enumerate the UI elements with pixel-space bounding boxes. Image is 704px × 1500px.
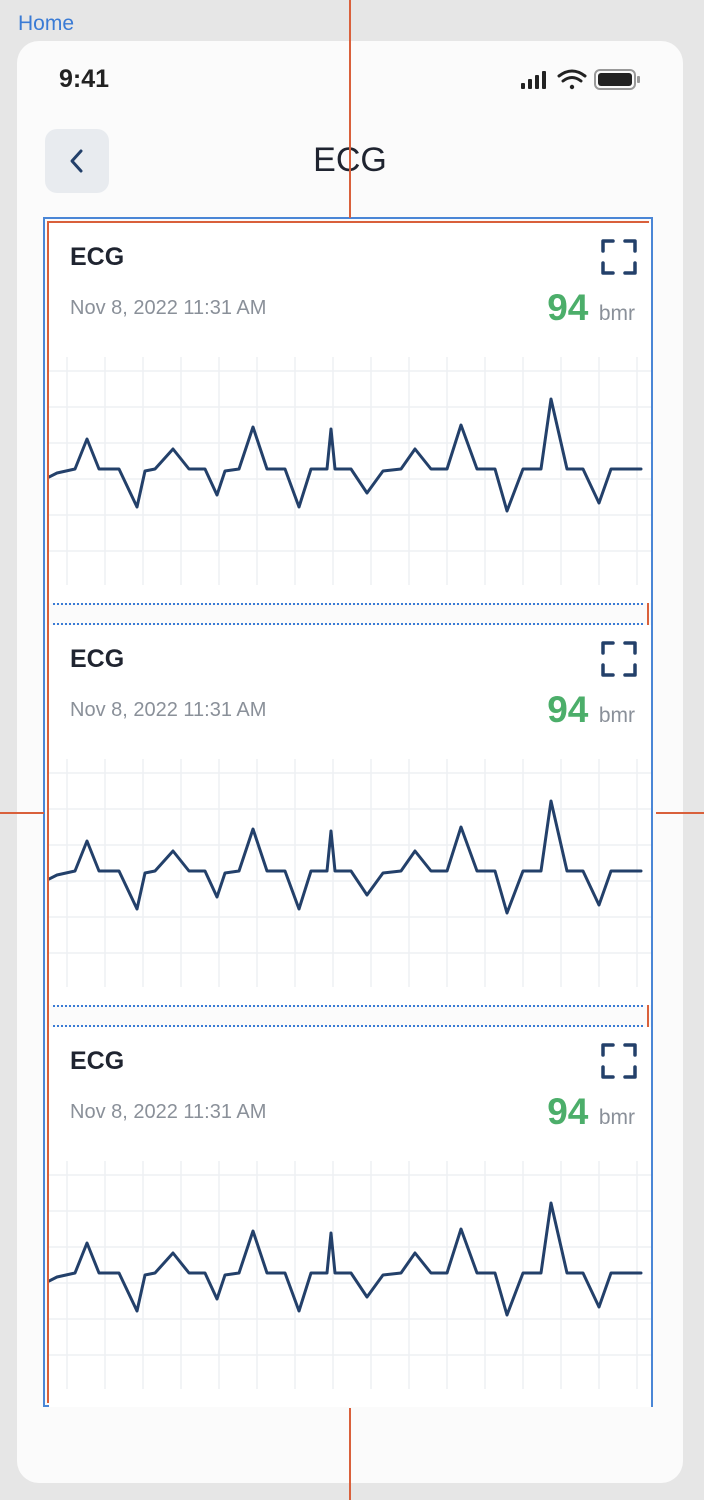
ecg-card[interactable]: ECG Nov 8, 2022 11:31 AM 94 bmr bbox=[49, 1027, 651, 1407]
guide-line-vertical bbox=[349, 1408, 351, 1500]
reading-unit: bmr bbox=[598, 302, 635, 325]
expand-button[interactable] bbox=[599, 237, 639, 277]
reading: 94 bmr bbox=[547, 1091, 635, 1133]
reading-value: 94 bbox=[547, 689, 589, 730]
chevron-left-icon bbox=[70, 149, 83, 173]
reading: 94 bmr bbox=[547, 287, 635, 329]
wifi-icon bbox=[557, 69, 587, 90]
card-separator bbox=[53, 1005, 643, 1027]
ecg-list: ECG Nov 8, 2022 11:31 AM 94 bmr bbox=[43, 217, 653, 1407]
ecg-card[interactable]: ECG Nov 8, 2022 11:31 AM 94 bmr bbox=[49, 223, 651, 603]
reading-value: 94 bbox=[547, 287, 589, 328]
guide-line-horizontal bbox=[0, 812, 44, 814]
chart-grid bbox=[49, 1161, 651, 1389]
expand-button[interactable] bbox=[599, 1041, 639, 1081]
ecg-list-inner: ECG Nov 8, 2022 11:31 AM 94 bmr bbox=[47, 221, 651, 1407]
home-link[interactable]: Home bbox=[18, 12, 75, 35]
card-title: ECG bbox=[70, 645, 125, 673]
guide-line-vertical bbox=[349, 0, 351, 218]
ecg-card[interactable]: ECG Nov 8, 2022 11:31 AM 94 bmr bbox=[49, 625, 651, 1005]
card-date: Nov 8, 2022 11:31 AM bbox=[70, 1101, 267, 1123]
card-separator bbox=[53, 603, 643, 625]
card-title: ECG bbox=[70, 1047, 125, 1075]
ecg-chart bbox=[49, 759, 651, 987]
reading-unit: bmr bbox=[598, 704, 635, 727]
card-title: ECG bbox=[70, 243, 125, 271]
card-date: Nov 8, 2022 11:31 AM bbox=[70, 297, 267, 319]
reading-unit: bmr bbox=[598, 1106, 635, 1129]
card-date: Nov 8, 2022 11:31 AM bbox=[70, 699, 267, 721]
ecg-chart bbox=[49, 1161, 651, 1389]
guide-line-horizontal bbox=[656, 812, 704, 814]
signal-icon bbox=[521, 71, 546, 89]
chart-grid bbox=[49, 357, 651, 585]
status-bar: 9:41 bbox=[17, 41, 683, 121]
expand-icon bbox=[601, 1043, 637, 1079]
ecg-chart bbox=[49, 357, 651, 585]
expand-button[interactable] bbox=[599, 639, 639, 679]
status-icons bbox=[521, 69, 640, 90]
back-button[interactable] bbox=[45, 129, 109, 193]
device-frame: 9:41 ECG bbox=[17, 41, 683, 1483]
ecg-trace bbox=[49, 1201, 643, 1317]
chart-grid bbox=[49, 759, 651, 987]
reading-value: 94 bbox=[547, 1091, 589, 1132]
expand-icon bbox=[601, 239, 637, 275]
ecg-trace bbox=[49, 397, 643, 513]
ecg-trace bbox=[49, 799, 643, 915]
reading: 94 bmr bbox=[547, 689, 635, 731]
battery-icon bbox=[594, 69, 640, 90]
expand-icon bbox=[601, 641, 637, 677]
status-time: 9:41 bbox=[59, 65, 110, 93]
